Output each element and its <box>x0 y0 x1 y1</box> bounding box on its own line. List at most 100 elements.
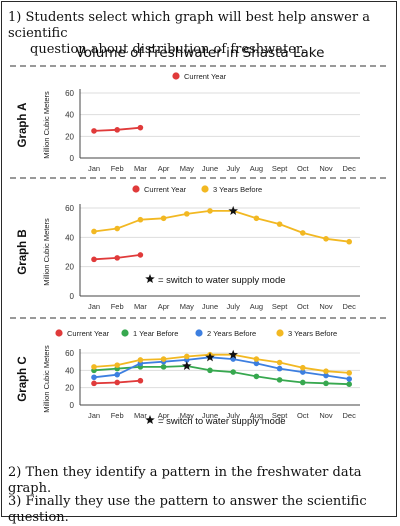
x-tick-label: Dec <box>343 411 357 420</box>
data-point <box>253 360 260 367</box>
data-point <box>160 356 167 362</box>
star-marker <box>228 205 238 215</box>
x-tick-label: July <box>227 164 241 173</box>
x-tick-label: Feb <box>111 164 124 173</box>
chart-panel-2: 0 20 40 60 Jan Feb Mar Apr May June July Aug Sept Oct… <box>17 185 360 311</box>
chart-title: Volume of Freshwater in Shasta Lake <box>75 45 325 61</box>
chart-panel-3: 0 20 40 60 Jan Feb Mar Apr May June July Aug Sept Oct… <box>17 329 360 427</box>
legend-entry: Current Year <box>67 329 110 338</box>
data-point <box>253 373 260 380</box>
page-frame <box>1 1 397 517</box>
series-line <box>93 353 350 374</box>
data-point <box>346 370 353 376</box>
data-point <box>114 362 120 368</box>
instruction-step-1-line-1: 1) Students select which graph will best… <box>8 10 370 41</box>
x-tick-label: Nov <box>319 302 333 311</box>
x-tick-label: Mar <box>134 164 147 173</box>
x-tick-label: June <box>202 302 218 311</box>
data-point <box>346 381 353 388</box>
x-tick-label: June <box>202 411 218 420</box>
data-point <box>91 380 97 387</box>
x-tick-label: Jan <box>88 302 100 311</box>
graph-label: Graph C <box>17 356 29 401</box>
data-point <box>137 124 144 131</box>
x-tick-label: Jan <box>88 411 100 420</box>
x-tick-label: Oct <box>297 411 310 420</box>
data-point <box>253 356 260 362</box>
data-point <box>323 236 329 242</box>
legend-swatch <box>201 185 209 193</box>
instruction-step-2: 2) Then they identify a pattern in the f… <box>8 465 362 496</box>
y-axis-label: Million Cubic Meters <box>42 91 51 159</box>
annotation-star-icon <box>145 274 155 284</box>
star-marker <box>228 349 238 359</box>
y-tick-label: 20 <box>65 263 74 272</box>
x-tick-label: Mar <box>134 302 147 311</box>
data-point <box>300 364 306 371</box>
data-point <box>230 369 236 375</box>
chart-panel-1: 0 20 40 60 Jan Feb Mar Apr May June July Aug Sept Oct… <box>17 72 360 173</box>
series-line <box>93 365 350 386</box>
legend-swatch <box>172 72 180 80</box>
legend-entry: Current Year <box>144 185 187 194</box>
legend-entry: 1 Year Before <box>133 329 178 338</box>
data-point <box>160 364 167 370</box>
legend-swatch <box>121 329 129 337</box>
x-tick-label: June <box>202 164 218 173</box>
series-line <box>93 356 350 380</box>
y-tick-label: 20 <box>65 132 74 141</box>
x-tick-label: Aug <box>250 164 263 173</box>
data-point <box>276 377 283 383</box>
data-point <box>207 208 213 214</box>
data-point <box>91 256 97 263</box>
y-tick-label: 40 <box>65 366 74 375</box>
y-tick-label: 0 <box>70 154 75 163</box>
x-tick-label: Nov <box>319 411 333 420</box>
annotation-text: = switch to water supply mode <box>158 275 286 286</box>
data-point <box>137 216 144 223</box>
x-tick-label: Feb <box>111 411 124 420</box>
y-tick-label: 60 <box>65 349 74 358</box>
y-tick-label: 40 <box>65 233 74 242</box>
legend-entry: Current Year <box>184 72 227 81</box>
y-axis-label: Million Cubic Meters <box>42 345 51 413</box>
data-point <box>346 376 353 382</box>
x-tick-label: May <box>180 302 194 311</box>
data-point <box>323 372 329 379</box>
data-point <box>137 252 144 258</box>
data-point <box>276 221 283 227</box>
x-tick-label: Apr <box>158 302 170 311</box>
data-point <box>323 368 329 375</box>
data-point <box>276 365 283 372</box>
x-tick-label: Sept <box>272 302 288 311</box>
x-tick-label: Mar <box>134 411 147 420</box>
data-point <box>300 379 306 386</box>
data-point <box>300 230 306 236</box>
y-tick-label: 0 <box>70 292 75 301</box>
x-tick-label: May <box>180 411 194 420</box>
data-point <box>91 228 97 235</box>
annotation-star-icon <box>145 415 155 425</box>
legend-swatch <box>276 329 284 337</box>
graph-label: Graph B <box>17 229 29 274</box>
legend-swatch <box>195 329 203 337</box>
data-point <box>300 369 306 375</box>
data-point <box>160 215 167 222</box>
y-axis-label: Million Cubic Meters <box>42 218 51 286</box>
instruction-step-1-line-2: question about distribution of freshwate… <box>30 42 305 57</box>
annotation-text: = switch to water supply mode <box>158 416 286 427</box>
graph-label: Graph A <box>17 103 29 148</box>
instruction-step-1: 1) Students select which graph will best… <box>8 10 388 58</box>
x-tick-label: Aug <box>250 411 263 420</box>
y-tick-label: 20 <box>65 384 74 393</box>
legend-entry: 3 Years Before <box>288 329 337 338</box>
x-tick-label: May <box>180 164 194 173</box>
y-tick-label: 40 <box>65 111 74 120</box>
data-point <box>184 353 190 360</box>
x-tick-label: July <box>227 411 241 420</box>
data-point <box>253 215 260 222</box>
data-point <box>323 380 329 387</box>
x-tick-label: Apr <box>158 411 170 420</box>
legend-swatch <box>55 329 63 337</box>
